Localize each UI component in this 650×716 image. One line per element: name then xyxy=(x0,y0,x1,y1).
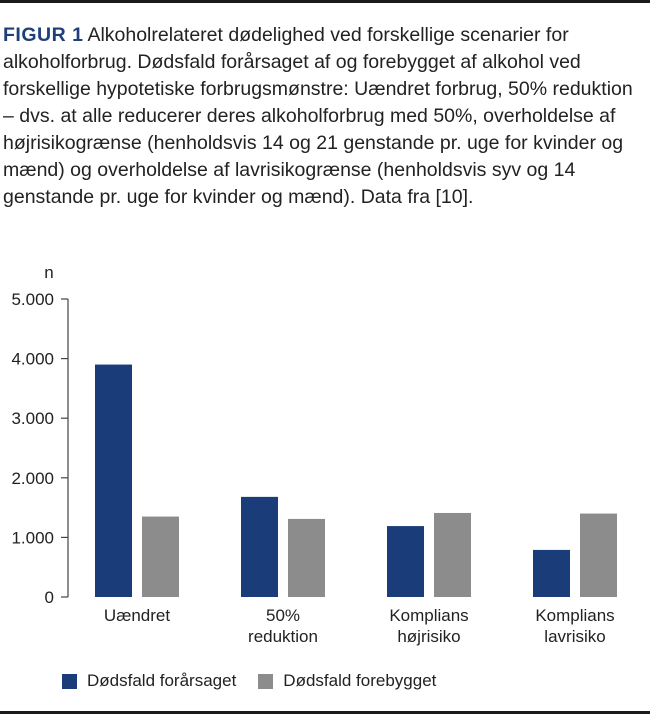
y-tick-label: 5.000 xyxy=(11,290,54,309)
legend-label-prevented: Dødsfald forebygget xyxy=(283,671,437,690)
bar-caused xyxy=(533,549,570,597)
figure-caption-text: Alkoholrelateret dødelighed ved forskell… xyxy=(3,24,633,208)
bar-prevented xyxy=(142,516,179,597)
y-tick-label: 2.000 xyxy=(11,469,54,488)
chart-legend: Dødsfald forårsaget Dødsfald forebygget xyxy=(62,671,458,691)
bottom-rule xyxy=(0,711,650,714)
x-category-label: Uændret xyxy=(104,606,170,625)
top-rule xyxy=(0,0,650,3)
x-category-label: reduktion xyxy=(248,627,318,646)
legend-swatch-caused xyxy=(62,673,77,689)
x-category-label: Komplians xyxy=(389,606,468,625)
bar-prevented xyxy=(288,518,325,597)
figure-label: FIGUR 1 xyxy=(3,24,84,46)
bar-caused xyxy=(387,526,424,597)
bar-caused xyxy=(241,496,278,597)
legend-item-caused: Dødsfald forårsaget xyxy=(62,671,236,691)
y-tick-label: 0 xyxy=(45,588,54,607)
y-tick-label: 1.000 xyxy=(11,528,54,547)
x-category-label: lavrisiko xyxy=(544,627,605,646)
legend-swatch-prevented xyxy=(258,673,274,689)
y-axis-label: n xyxy=(44,263,53,282)
legend-label-caused: Dødsfald forårsaget xyxy=(87,671,237,690)
figure-caption: FIGUR 1 Alkoholrelateret dødelighed ved f… xyxy=(3,22,643,211)
bar-prevented xyxy=(434,512,471,597)
bar-caused xyxy=(95,364,132,597)
y-tick-label: 3.000 xyxy=(11,409,54,428)
x-category-label: 50% xyxy=(266,606,300,625)
x-category-label: højrisiko xyxy=(397,627,460,646)
legend-item-prevented: Dødsfald forebygget xyxy=(258,671,436,691)
x-category-label: Komplians xyxy=(535,606,614,625)
bar-prevented xyxy=(580,513,617,597)
y-tick-label: 4.000 xyxy=(11,350,54,369)
